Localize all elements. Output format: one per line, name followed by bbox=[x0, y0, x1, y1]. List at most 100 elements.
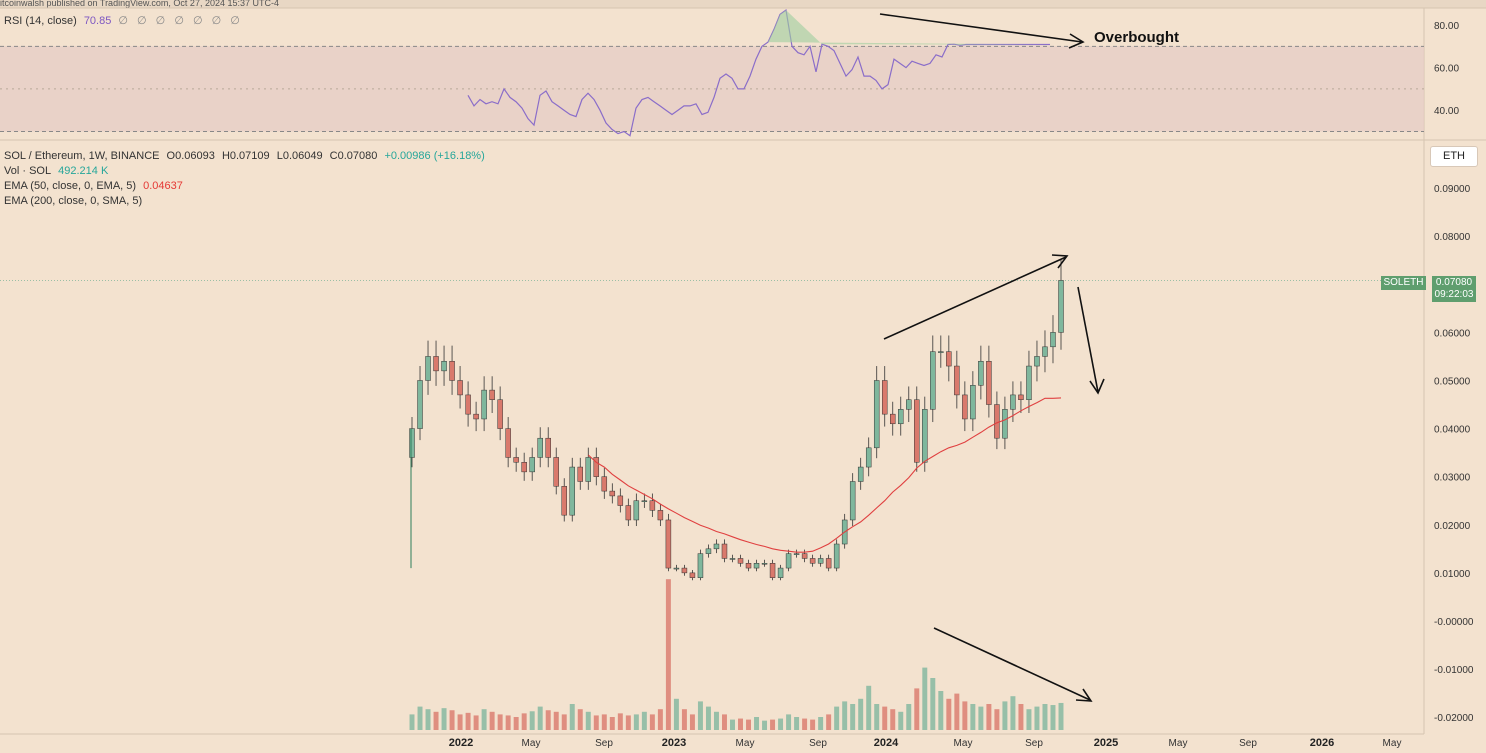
volume-bar bbox=[842, 701, 848, 730]
volume-bar bbox=[850, 704, 856, 730]
volume-bar bbox=[914, 688, 920, 730]
candle-body bbox=[713, 543, 720, 550]
candle-body bbox=[1010, 394, 1016, 410]
candle-body bbox=[930, 351, 936, 410]
candle-body bbox=[617, 495, 624, 506]
candle-body bbox=[1002, 409, 1008, 439]
candle-body bbox=[1058, 280, 1064, 333]
ema50-row: EMA (50, close, 0, EMA, 5) 0.04637 bbox=[4, 179, 489, 194]
volume-bar bbox=[938, 691, 944, 730]
volume-bar bbox=[874, 704, 880, 730]
candle-body bbox=[657, 510, 664, 521]
volume-bar bbox=[978, 706, 984, 730]
candle-body bbox=[865, 447, 872, 468]
currency-button[interactable]: ETH bbox=[1430, 146, 1478, 167]
candle-body bbox=[785, 553, 792, 569]
volume-bar bbox=[449, 710, 455, 730]
volume-label: Vol · SOL bbox=[4, 165, 52, 177]
ema50-label: EMA (50, close, 0, EMA, 5) bbox=[4, 180, 137, 192]
time-xtick: Sep bbox=[595, 738, 613, 749]
volume-bar bbox=[882, 706, 888, 730]
candle-body bbox=[569, 466, 575, 516]
volume-bar bbox=[858, 698, 864, 730]
volume-bar bbox=[417, 706, 423, 730]
volume-bar bbox=[545, 710, 551, 730]
volume-bar bbox=[585, 711, 591, 730]
candle-body bbox=[970, 385, 976, 420]
candle-body bbox=[938, 351, 944, 353]
candle-body bbox=[801, 553, 808, 559]
candle-body bbox=[449, 360, 455, 381]
candle-body bbox=[1042, 346, 1048, 357]
rsi-overbought-fill bbox=[768, 10, 1050, 46]
candle-body bbox=[890, 413, 896, 425]
candle-body bbox=[545, 437, 551, 458]
volume-bar bbox=[537, 706, 543, 730]
candle-body bbox=[873, 380, 880, 449]
volume-bar bbox=[730, 719, 735, 730]
candle-body bbox=[761, 563, 768, 565]
price-ytick: -0.02000 bbox=[1434, 713, 1474, 724]
volume-downtrend-arrow bbox=[933, 627, 1091, 701]
volume-bar bbox=[473, 715, 479, 730]
price-uptrend-arrow-head bbox=[1051, 254, 1069, 269]
candle-body bbox=[689, 572, 696, 578]
price-ytick: 0.05000 bbox=[1434, 376, 1471, 387]
volume-bar bbox=[946, 698, 952, 730]
volume-bar bbox=[425, 709, 431, 730]
candle-body bbox=[537, 437, 543, 458]
candle-body bbox=[705, 548, 712, 554]
volume-bar bbox=[922, 667, 928, 730]
volume-bar bbox=[657, 709, 663, 730]
volume-bar bbox=[689, 714, 695, 730]
candle-body bbox=[553, 457, 559, 487]
candle-body bbox=[497, 399, 503, 429]
symbol-label: SOL / Ethereum, 1W, BINANCE bbox=[4, 150, 160, 162]
rsi-arrow-head bbox=[1068, 33, 1085, 49]
candle-body bbox=[673, 567, 680, 570]
volume-bar bbox=[746, 719, 752, 730]
volume-bar bbox=[681, 709, 687, 730]
volume-bar bbox=[898, 711, 904, 730]
symbol-row: SOL / Ethereum, 1W, BINANCE O0.06093 H0.… bbox=[4, 149, 489, 164]
price-ytick: 0.04000 bbox=[1434, 425, 1471, 436]
candle-body bbox=[585, 457, 592, 482]
candle-body bbox=[561, 486, 567, 516]
volume-bar bbox=[593, 715, 599, 730]
volume-bar bbox=[970, 704, 976, 730]
candle-body bbox=[833, 543, 840, 569]
volume-bar bbox=[866, 685, 872, 730]
open-value: O0.06093 bbox=[166, 150, 215, 162]
volume-bar bbox=[489, 711, 495, 730]
close-value: C0.07080 bbox=[329, 150, 378, 162]
candle-body bbox=[825, 558, 832, 569]
time-xtick: 2023 bbox=[662, 737, 686, 749]
rsi-value: 70.85 bbox=[83, 15, 112, 27]
last-price: 0.07080 bbox=[1435, 277, 1473, 288]
volume-bar bbox=[625, 715, 631, 730]
volume-bar bbox=[954, 693, 960, 730]
volume-bar bbox=[497, 714, 503, 730]
candle-body bbox=[425, 356, 431, 381]
bar-countdown: 09:22:03 bbox=[1434, 289, 1474, 300]
candle-body bbox=[577, 466, 583, 482]
time-xtick: 2022 bbox=[449, 737, 473, 749]
candle-body bbox=[793, 553, 800, 555]
rsi-band bbox=[0, 46, 1424, 132]
volume-bar bbox=[529, 711, 535, 730]
volume-bar bbox=[1042, 704, 1048, 730]
candle-body bbox=[1018, 394, 1024, 400]
candle-body bbox=[914, 399, 920, 463]
price-uptrend-arrow bbox=[883, 256, 1067, 340]
volume-bar bbox=[721, 714, 727, 730]
candle-body bbox=[978, 360, 984, 386]
volume-bar bbox=[521, 713, 527, 730]
volume-bar bbox=[786, 714, 792, 730]
time-xtick: Sep bbox=[1025, 738, 1043, 749]
high-value: H0.07109 bbox=[221, 150, 270, 162]
volume-bar bbox=[505, 715, 511, 730]
candle-body bbox=[721, 543, 728, 559]
last-price-tag: 0.07080 09:22:03 bbox=[1432, 276, 1476, 302]
